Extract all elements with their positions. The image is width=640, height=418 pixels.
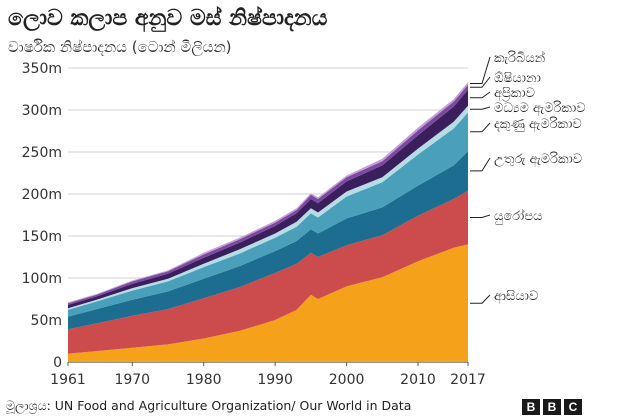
y-tick-label: 300m — [22, 103, 62, 119]
y-tick-label: 350m — [22, 61, 62, 77]
series-label-connector — [470, 56, 491, 84]
series-label: උතුරු ඇමරිකාව — [494, 151, 582, 167]
x-tick-label: 1990 — [257, 372, 293, 388]
series-label: කැරිබියන් — [494, 50, 546, 66]
y-tick-label: 100m — [22, 271, 62, 287]
series-label-connector — [470, 122, 491, 133]
y-tick-label: 200m — [22, 187, 62, 203]
series-label-connector — [470, 106, 491, 110]
series-label-connector — [470, 294, 491, 304]
series-label: ඕෂියානා — [494, 71, 541, 86]
series-label-connector — [470, 91, 491, 99]
x-tick-label: 1980 — [186, 372, 222, 388]
x-tick-label: 1961 — [50, 372, 86, 388]
series-label: අප්‍රිකාව — [494, 86, 535, 101]
y-tick-label: 0 — [53, 355, 62, 371]
series-label-connector — [470, 76, 491, 88]
chart-subtitle: වාර්ෂික නිෂ්පාදනය (ටොන් මිලියන) — [8, 38, 232, 56]
area-series-1 — [68, 190, 468, 354]
series-label-connector — [470, 157, 491, 172]
bbc-logo-letter: C — [564, 399, 582, 415]
y-tick-label: 150m — [22, 229, 62, 245]
x-tick-label: 2000 — [329, 372, 365, 388]
series-label-connector — [470, 214, 491, 218]
series-label: දකුණු ඇමරිකාව — [494, 116, 582, 132]
x-tick-label: 1970 — [114, 372, 150, 388]
x-tick-label: 2017 — [450, 372, 486, 388]
series-label: මධ්‍යම ඇමරිකාව — [494, 100, 586, 116]
series-label: ආසියාව — [494, 289, 538, 304]
bbc-logo-letter: B — [543, 399, 561, 415]
chart-title: ලොව කලාප අනුව මස් නිෂ්පාදනය — [8, 6, 328, 31]
area-series-0 — [68, 244, 468, 362]
bbc-logo: B B C — [522, 399, 582, 415]
y-tick-label: 50m — [31, 313, 62, 329]
bbc-logo-letter: B — [522, 399, 540, 415]
area-series-2 — [68, 151, 468, 330]
source-note: මූලාශ්‍රය: UN Food and Agriculture Organ… — [6, 398, 412, 413]
x-tick-label: 2010 — [400, 372, 436, 388]
y-tick-label: 250m — [22, 145, 62, 161]
series-label: යුරෝපය — [494, 208, 542, 224]
